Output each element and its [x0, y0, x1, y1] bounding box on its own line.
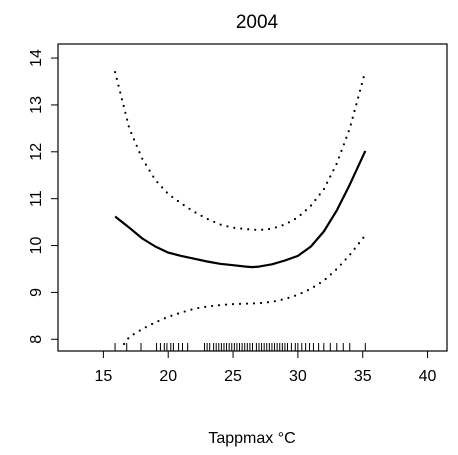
chart-title: 2004 — [236, 12, 279, 33]
y-tick-label: 11 — [28, 190, 45, 207]
series-layer — [114, 70, 367, 346]
y-tick-label: 9 — [28, 288, 45, 297]
lower-ci-line — [123, 234, 367, 346]
y-axis: 8 9 10 11 12 13 14 — [28, 49, 58, 344]
x-tick-label: 20 — [159, 368, 177, 385]
x-axis-label: Tappmax °C — [208, 430, 295, 447]
x-tick-label: 40 — [419, 368, 437, 385]
plot-frame — [57, 43, 448, 352]
x-axis: 15 20 25 30 35 40 — [94, 351, 437, 385]
x-tick-label: 30 — [289, 368, 307, 385]
fit-line — [114, 150, 367, 269]
y-tick-label: 10 — [28, 237, 45, 255]
y-tick-label: 14 — [28, 49, 45, 67]
upper-ci-line — [114, 70, 367, 232]
rug-layer — [114, 343, 366, 351]
x-tick-label: 25 — [224, 368, 242, 385]
y-tick-label: 8 — [28, 335, 45, 344]
x-tick-label: 15 — [94, 368, 112, 385]
x-tick-label: 35 — [354, 368, 372, 385]
y-tick-label: 13 — [28, 96, 45, 114]
y-tick-label: 12 — [28, 143, 45, 161]
